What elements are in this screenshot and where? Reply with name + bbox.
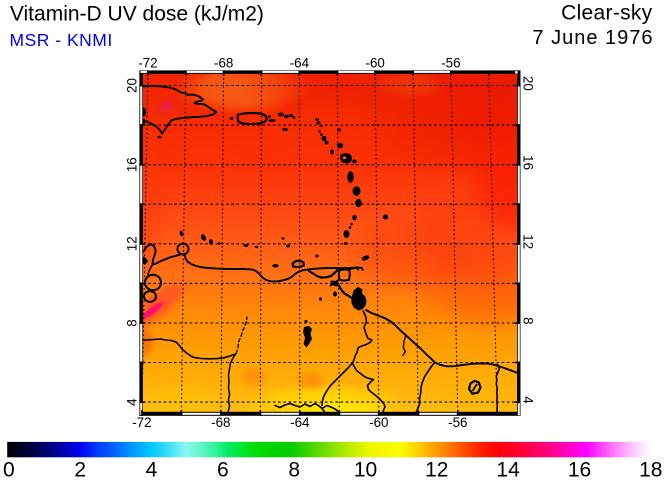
- svg-text:4: 4: [125, 398, 140, 406]
- svg-text:-60: -60: [366, 56, 385, 71]
- svg-text:-56: -56: [441, 56, 460, 71]
- svg-text:16: 16: [568, 458, 591, 480]
- svg-text:-68: -68: [214, 56, 233, 71]
- svg-text:-72: -72: [138, 56, 157, 71]
- svg-text:20: 20: [520, 76, 535, 91]
- svg-text:8: 8: [288, 458, 300, 480]
- svg-text:-60: -60: [369, 415, 388, 430]
- svg-text:12: 12: [425, 458, 448, 480]
- svg-text:7 June 1976: 7 June 1976: [532, 27, 653, 49]
- svg-text:4: 4: [520, 396, 535, 404]
- svg-text:2: 2: [74, 458, 86, 480]
- svg-text:8: 8: [125, 319, 140, 326]
- svg-text:-72: -72: [132, 415, 151, 430]
- svg-text:18: 18: [639, 458, 662, 480]
- svg-text:Vitamin-D UV dose (kJ/m2): Vitamin-D UV dose (kJ/m2): [10, 3, 264, 26]
- svg-text:12: 12: [125, 236, 140, 251]
- svg-text:Clear-sky: Clear-sky: [561, 1, 653, 24]
- svg-text:6: 6: [217, 458, 229, 480]
- svg-text:0: 0: [3, 458, 15, 480]
- svg-text:20: 20: [125, 78, 140, 93]
- svg-text:8: 8: [520, 317, 535, 324]
- svg-text:4: 4: [146, 458, 158, 480]
- svg-text:16: 16: [125, 157, 140, 172]
- svg-text:12: 12: [520, 234, 535, 249]
- svg-text:-64: -64: [290, 415, 310, 430]
- svg-text:10: 10: [354, 458, 377, 480]
- svg-text:16: 16: [520, 155, 535, 170]
- svg-text:-64: -64: [290, 56, 310, 71]
- svg-text:-56: -56: [448, 415, 467, 430]
- svg-text:14: 14: [496, 458, 520, 480]
- svg-text:-68: -68: [211, 415, 230, 430]
- svg-text:MSR - KNMI: MSR - KNMI: [10, 30, 113, 50]
